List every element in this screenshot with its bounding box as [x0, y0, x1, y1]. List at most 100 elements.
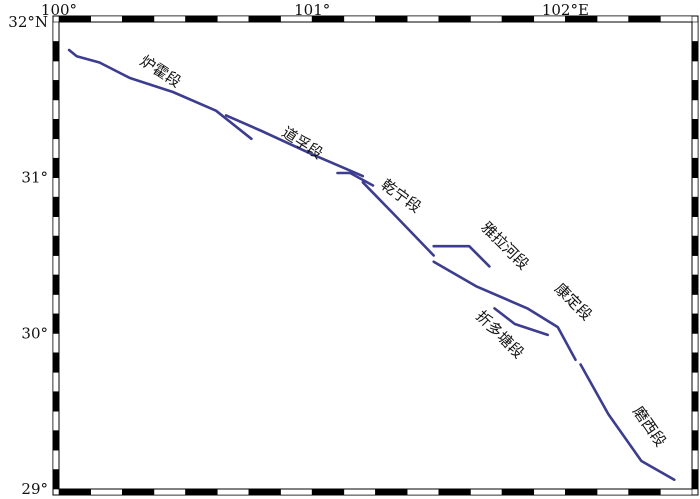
- lon-tick-label: 100°: [41, 1, 77, 19]
- frame-right-cell: [691, 294, 699, 315]
- frame-right-cell: [691, 469, 699, 490]
- frame-bottom-cell: [470, 488, 503, 496]
- frame-top-cell: [470, 15, 503, 23]
- fault-segments: [67, 48, 676, 482]
- frame-right-cell: [691, 274, 699, 295]
- frame-top-cell: [596, 15, 629, 23]
- fault-segment: [361, 181, 436, 257]
- frame-right-cell: [691, 80, 699, 101]
- frame-bottom-cell: [343, 488, 376, 496]
- frame-right-cell: [691, 255, 699, 276]
- frame-bottom-cell: [660, 488, 693, 496]
- frame-top-cell: [660, 15, 693, 23]
- frame-right-cell: [691, 449, 699, 470]
- frame-top-cell: [248, 15, 281, 23]
- frame-top-cell: [153, 15, 186, 23]
- lat-tick-label: 29°: [21, 480, 48, 498]
- frame-left-cell: [52, 41, 60, 62]
- frame-bottom-cell: [501, 488, 535, 496]
- frame-right-cell: [691, 157, 699, 178]
- frame-bottom-cell: [311, 488, 345, 496]
- frame-left-cell: [52, 430, 60, 451]
- lat-tick-label: 32°N: [8, 13, 48, 31]
- frame-bottom-cell: [185, 488, 218, 496]
- frame-right-cell: [691, 333, 699, 354]
- frame-top-cell: [343, 15, 376, 23]
- fault-segment: [432, 260, 577, 362]
- frame-right-cell: [691, 60, 699, 81]
- frame-right-cell: [691, 177, 699, 198]
- frame-right-cell: [691, 313, 699, 334]
- lat-tick-label: 31°: [21, 169, 48, 187]
- frame-top-cell: [406, 15, 440, 23]
- frame-left-cell: [52, 469, 60, 490]
- frame-left-cell: [52, 255, 60, 276]
- fault-segment: [224, 114, 365, 178]
- frame-left-cell: [52, 118, 60, 140]
- frame-left-cell: [52, 80, 60, 101]
- frame-top-cell: [90, 15, 123, 23]
- frame-left-cell: [52, 371, 60, 393]
- lon-tick-label: 101°: [294, 1, 330, 19]
- frame-left-cell: [52, 333, 60, 354]
- frame-bottom-cell: [153, 488, 186, 496]
- frame-right-cell: [691, 118, 699, 140]
- frame-bottom-cell: [628, 488, 661, 496]
- frame-left-cell: [52, 313, 60, 334]
- frame-top-cell: [185, 15, 218, 23]
- fault-segment: [336, 171, 375, 187]
- fault-segment: [579, 363, 676, 482]
- frame-top-cell: [375, 15, 408, 23]
- frame-bottom-cell: [375, 488, 408, 496]
- frame-left-cell: [52, 60, 60, 81]
- frame-right-cell: [691, 99, 699, 120]
- frame-top-cell: [122, 15, 155, 23]
- frame-bottom-cell: [90, 488, 123, 496]
- frame-left-cell: [52, 177, 60, 198]
- frame-bottom-cell: [216, 488, 250, 496]
- frame-bottom-cell: [438, 488, 471, 496]
- tick-labels: 100° 101° 102°E 32°N 31° 30° 29°: [8, 1, 589, 498]
- frame-right-cell: [691, 41, 699, 62]
- fault-segment: [67, 48, 253, 141]
- frame-right-cell: [691, 410, 699, 431]
- frame-top-cell: [216, 15, 250, 23]
- frame-top-cell: [628, 15, 661, 23]
- frame-outer: [52, 15, 699, 496]
- frame-right-cell: [691, 235, 699, 256]
- frame-left-cell: [52, 138, 60, 159]
- frame-right-cell: [691, 21, 699, 42]
- frame-bottom-cell: [280, 488, 313, 496]
- frame-left-cell: [52, 235, 60, 256]
- frame-left-cell: [52, 157, 60, 178]
- frame-left-cell: [52, 21, 60, 42]
- frame-bottom-cell: [533, 488, 566, 496]
- frame-bottom-cell: [58, 488, 91, 496]
- frame-bottom-cell: [248, 488, 281, 496]
- frame-bottom-cell: [565, 488, 598, 496]
- frame-left-cell: [52, 196, 60, 217]
- frame-left-cell: [52, 99, 60, 120]
- frame-right-cell: [691, 391, 699, 412]
- frame-right-cell: [691, 430, 699, 451]
- frame-bottom-cell: [406, 488, 440, 496]
- frame-bottom-cell: [122, 488, 155, 496]
- frame-right-cell: [691, 216, 699, 237]
- frame-bottom-cell: [596, 488, 629, 496]
- frame-right-cell: [691, 371, 699, 393]
- fault-segment: [432, 244, 491, 268]
- map-neatline: [58, 21, 693, 490]
- fault-segment: [493, 307, 550, 337]
- frame-left-cell: [52, 449, 60, 470]
- lon-tick-label: 102°E: [542, 1, 589, 19]
- frame-top-cell: [438, 15, 471, 23]
- map-frame: [52, 15, 699, 496]
- frame-left-cell: [52, 274, 60, 295]
- lat-tick-label: 30°: [21, 324, 48, 342]
- frame-left-cell: [52, 410, 60, 431]
- frame-left-cell: [52, 391, 60, 412]
- frame-right-cell: [691, 196, 699, 217]
- frame-right-cell: [691, 352, 699, 373]
- frame-left-cell: [52, 294, 60, 315]
